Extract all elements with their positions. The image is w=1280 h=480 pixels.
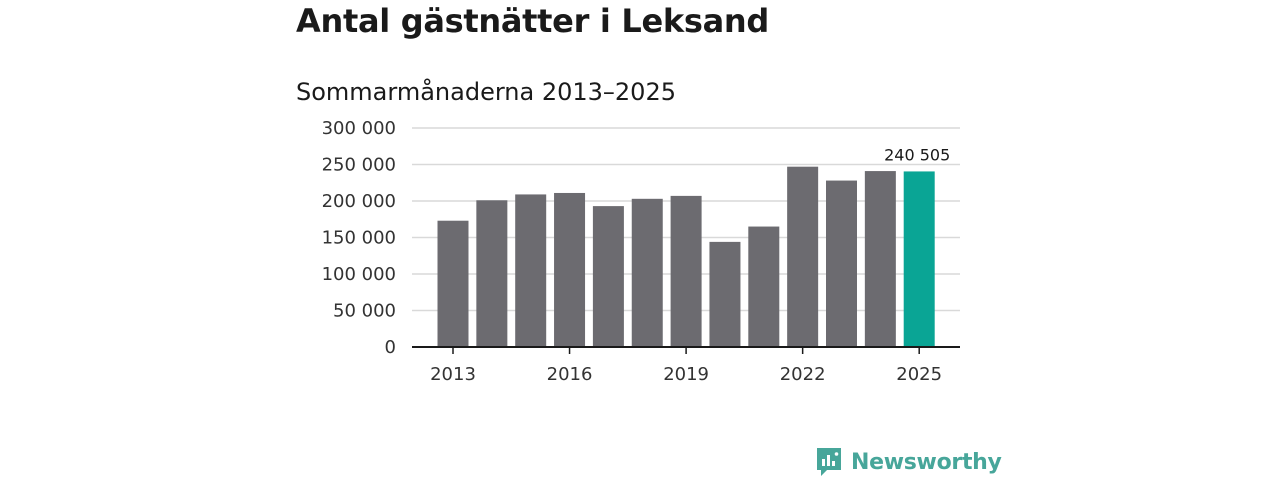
bar — [476, 200, 508, 347]
bar — [592, 206, 624, 347]
x-tick-label: 2025 — [896, 364, 942, 385]
bar — [787, 166, 819, 347]
chart-subtitle: Sommarmånaderna 2013–2025 — [296, 78, 676, 106]
x-tick-label: 2019 — [663, 364, 709, 385]
y-tick-label: 0 — [385, 337, 396, 358]
data-label-2025: 240 505 — [884, 145, 950, 164]
y-tick-label: 300 000 — [322, 118, 396, 139]
bar — [748, 226, 780, 347]
newsworthy-logo-icon — [817, 448, 841, 476]
y-tick-label: 50 000 — [333, 301, 396, 322]
bar — [709, 241, 741, 347]
y-tick-label: 150 000 — [322, 228, 396, 249]
bar — [670, 195, 702, 347]
y-tick-label: 250 000 — [322, 155, 396, 176]
y-tick-label: 200 000 — [322, 191, 396, 212]
bar-highlight — [903, 171, 935, 347]
y-tick-label: 100 000 — [322, 264, 396, 285]
newsworthy-logo-text: Newsworthy — [851, 449, 1002, 475]
bar — [631, 198, 663, 347]
x-tick-label: 2016 — [547, 364, 593, 385]
bar — [515, 194, 547, 347]
chart-title: Antal gästnätter i Leksand — [296, 2, 769, 40]
bar — [437, 220, 469, 347]
bar — [826, 180, 857, 347]
x-tick-label: 2022 — [780, 364, 826, 385]
x-tick-label: 2013 — [430, 364, 476, 385]
bar — [554, 192, 586, 347]
bar — [864, 171, 896, 347]
newsworthy-logo: Newsworthy — [815, 446, 1002, 478]
